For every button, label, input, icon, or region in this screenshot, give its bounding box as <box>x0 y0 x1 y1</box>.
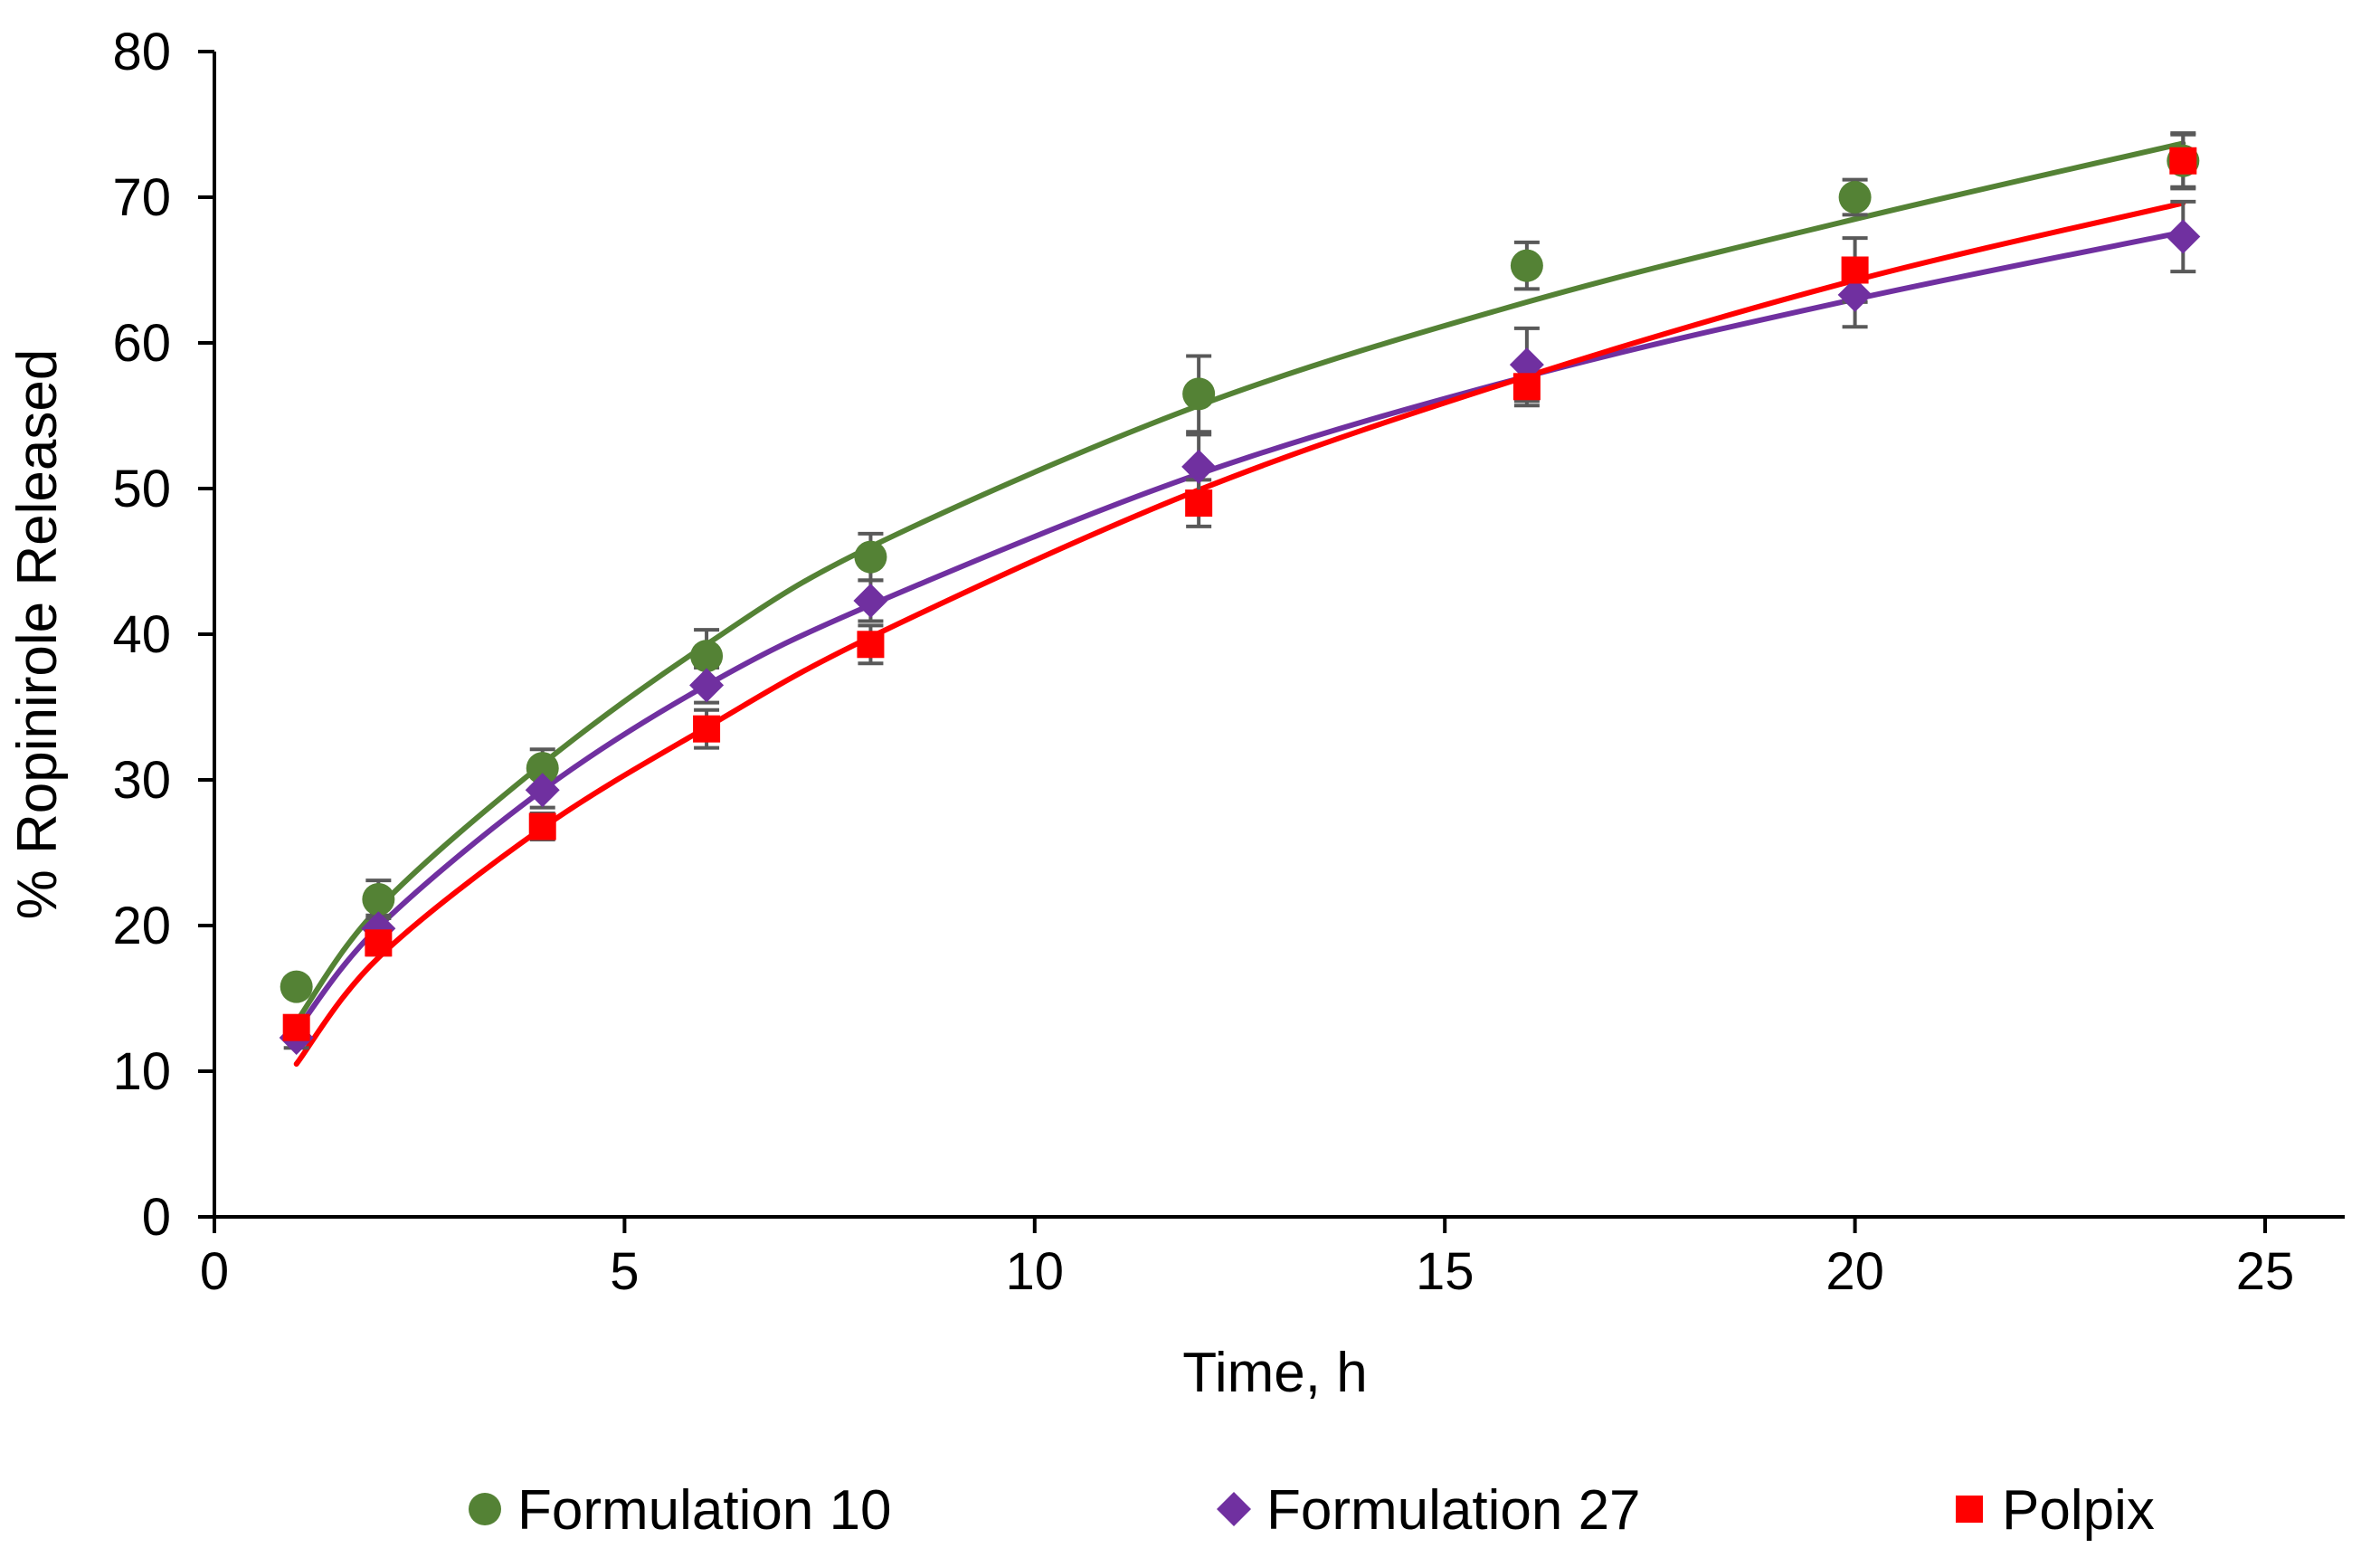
x-axis-title: Time, h <box>1182 1342 1367 1404</box>
data-point-circle <box>1838 181 1872 214</box>
legend-marker-circle <box>469 1493 501 1525</box>
data-point-square <box>528 812 556 840</box>
x-tick-label: 0 <box>200 1242 229 1301</box>
data-point-circle <box>1510 249 1543 282</box>
data-point-diamond <box>853 583 888 618</box>
y-tick-label: 60 <box>112 314 171 373</box>
data-point-circle <box>1182 377 1216 411</box>
data-point-diamond <box>1181 449 1217 484</box>
y-tick-label: 0 <box>142 1188 171 1247</box>
legend-label: Polpix <box>2002 1479 2155 1542</box>
x-tick-label: 10 <box>1006 1242 1065 1301</box>
y-tick-label: 70 <box>112 168 171 227</box>
y-tick-label: 50 <box>112 460 171 518</box>
data-point-circle <box>362 883 395 916</box>
data-point-diamond <box>2166 219 2201 254</box>
data-point-square <box>1185 489 1213 518</box>
y-ticks: 0 10 20 30 40 50 60 70 80 <box>112 23 214 1247</box>
y-axis-title: % Ropinirole Released <box>6 349 69 920</box>
x-ticks: 0 5 10 15 20 25 <box>200 1217 2294 1301</box>
legend-item: Formulation 10 <box>469 1479 892 1542</box>
data-point-square <box>282 1013 310 1041</box>
data-point-square <box>2169 147 2197 175</box>
data-point-square <box>1841 256 1869 284</box>
axes: 0 5 10 15 20 25 0 10 20 30 40 50 60 70 80 <box>112 23 2345 1301</box>
y-tick-label: 80 <box>112 23 171 81</box>
data-point-diamond <box>525 773 560 808</box>
fit-curves <box>293 140 2186 1067</box>
y-tick-label: 10 <box>112 1042 171 1101</box>
data-point-square <box>857 631 885 659</box>
legend-marker-square <box>1956 1496 1983 1523</box>
x-tick-label: 25 <box>2236 1242 2295 1301</box>
fit-curve-diamond <box>293 229 2186 1033</box>
legend-item: Polpix <box>1956 1479 2155 1542</box>
markers <box>279 144 2201 1055</box>
y-tick-label: 20 <box>112 897 171 955</box>
legend: Formulation 10 Formulation 27 Polpix <box>469 1479 2155 1542</box>
data-point-circle <box>854 540 887 574</box>
data-point-circle <box>690 640 724 673</box>
plot-area <box>279 131 2201 1067</box>
fit-curve-square <box>293 200 2186 1067</box>
data-point-circle <box>526 752 559 785</box>
x-tick-label: 20 <box>1825 1242 1884 1301</box>
legend-label: Formulation 10 <box>517 1479 892 1542</box>
data-point-diamond <box>1837 277 1873 312</box>
fit-curve-circle <box>293 140 2186 1025</box>
y-tick-label: 30 <box>112 751 171 810</box>
x-tick-label: 15 <box>1416 1242 1474 1301</box>
x-tick-label: 5 <box>610 1242 639 1301</box>
error-bars <box>283 131 2196 1050</box>
data-point-square <box>693 715 721 743</box>
data-point-square <box>1512 373 1541 401</box>
y-tick-label: 40 <box>112 605 171 664</box>
data-point-square <box>365 929 393 957</box>
data-point-circle <box>280 970 313 1003</box>
legend-label: Formulation 27 <box>1266 1479 1641 1542</box>
legend-item: Formulation 27 <box>1217 1479 1641 1542</box>
data-point-diamond <box>689 668 725 703</box>
legend-marker-diamond <box>1217 1492 1251 1526</box>
